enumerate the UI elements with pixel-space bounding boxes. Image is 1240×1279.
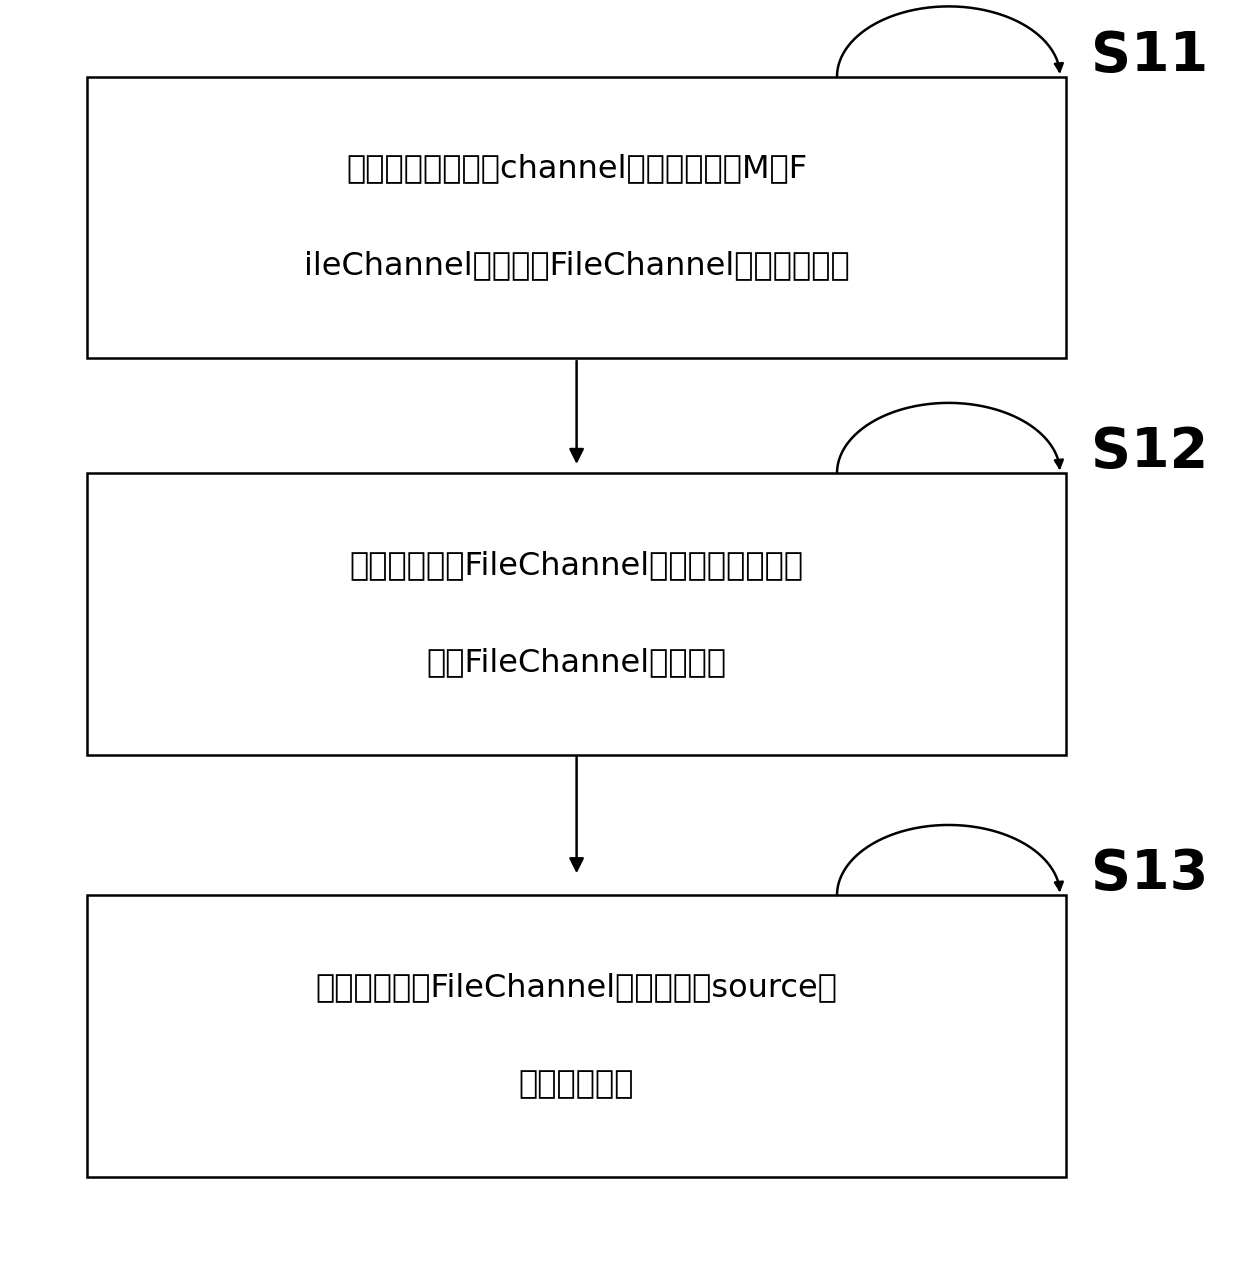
Text: 根据所述每个FileChannel的权重调度source组: 根据所述每个FileChannel的权重调度source组: [316, 972, 837, 1003]
Text: 件的数据发送: 件的数据发送: [518, 1069, 635, 1100]
Bar: [87, 77, 1066, 358]
Bar: [87, 473, 1066, 755]
Text: 根据所述每个FileChannel的存储数据量确定: 根据所述每个FileChannel的存储数据量确定: [350, 550, 804, 581]
Text: S13: S13: [1091, 847, 1209, 902]
Bar: [87, 895, 1066, 1177]
Text: ileChannel中的每个FileChannel的存储数据量: ileChannel中的每个FileChannel的存储数据量: [304, 251, 849, 281]
Text: 定时统计封装后的channel组件中的所述M个F: 定时统计封装后的channel组件中的所述M个F: [346, 153, 807, 184]
Text: S11: S11: [1091, 28, 1209, 83]
Text: 每个FileChannel的权重。: 每个FileChannel的权重。: [427, 647, 727, 678]
Text: S12: S12: [1091, 425, 1209, 480]
